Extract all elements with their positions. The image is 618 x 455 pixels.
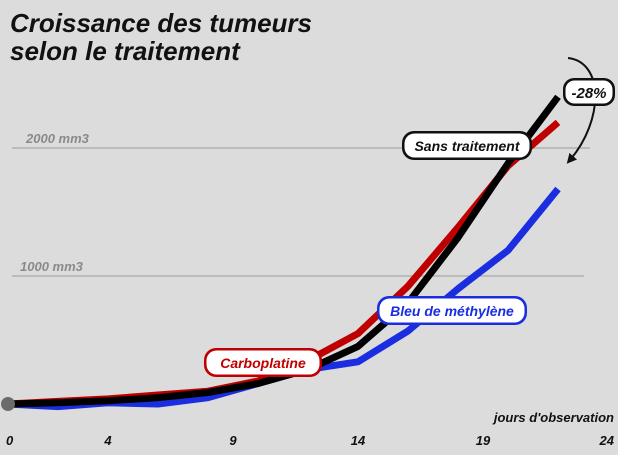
chart-title-line-2: selon le traitement	[10, 36, 241, 66]
reduction-arrow	[566, 57, 597, 164]
series-name-bleu: Bleu de méthylène	[390, 303, 514, 319]
legend-label-bleu: Bleu de méthylène	[377, 296, 527, 325]
x-tick-9: 9	[229, 433, 237, 448]
series-name-sans-traitement: Sans traitement	[414, 138, 520, 154]
x-tick-24: 24	[599, 433, 615, 448]
chart-title-line-1: Croissance des tumeurs	[10, 8, 312, 38]
origin-point	[1, 397, 15, 411]
x-axis-label: jours d'observation	[492, 410, 614, 425]
x-axis-ticks: 0 4 9 14 19 24	[6, 433, 615, 448]
x-tick-0: 0	[6, 433, 14, 448]
x-tick-4: 4	[103, 433, 112, 448]
reference-label-2000: 2000 mm3	[25, 131, 90, 146]
legend-label-carboplatine: Carboplatine	[204, 348, 322, 377]
reference-label-1000: 1000 mm3	[20, 259, 84, 274]
reduction-annotation: -28%	[563, 57, 615, 164]
x-tick-19: 19	[476, 433, 491, 448]
x-tick-14: 14	[351, 433, 366, 448]
legend-label-sans-traitement: Sans traitement	[402, 131, 532, 160]
reduction-label: -28%	[571, 85, 606, 102]
series-name-carboplatine: Carboplatine	[220, 355, 306, 371]
